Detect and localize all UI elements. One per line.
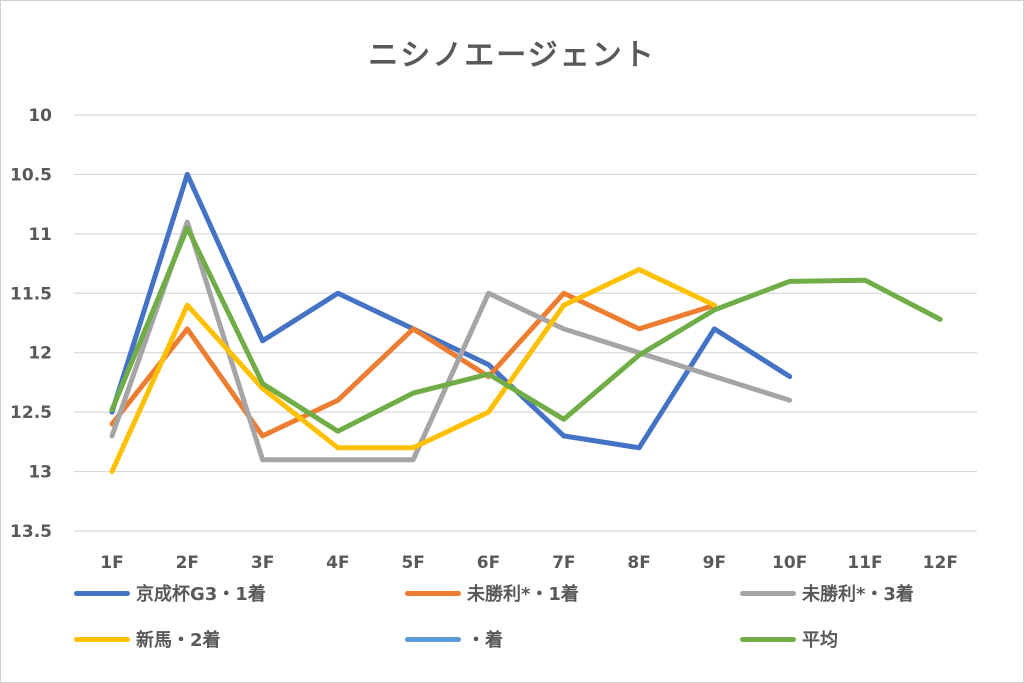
- legend-label: 平均: [802, 630, 838, 651]
- legend-item-0: 京成杯G3・1着: [74, 580, 266, 606]
- y-tick-label: 13: [28, 463, 52, 483]
- x-tick-label: 3F: [251, 553, 274, 573]
- y-tick-label: 12: [28, 344, 52, 364]
- chart-title: ニシノエージェント: [368, 38, 656, 73]
- y-tick-label: 10: [28, 106, 52, 126]
- legend-swatch: [740, 590, 796, 596]
- legend-swatch: [740, 636, 796, 642]
- x-tick-label: 5F: [401, 553, 424, 573]
- x-tick-label: 4F: [326, 553, 349, 573]
- legend-label: 未勝利*・3着: [802, 584, 914, 605]
- x-tick-label: 12F: [923, 553, 958, 573]
- x-tick-label: 2F: [176, 553, 199, 573]
- x-tick-label: 1F: [100, 553, 123, 573]
- series-line-1: [109, 290, 717, 439]
- legend-item-1: 未勝利*・1着: [405, 580, 579, 606]
- legend-swatch: [74, 636, 130, 642]
- legend-label: 新馬・2着: [136, 630, 221, 651]
- legend-label: 未勝利*・1着: [467, 584, 579, 605]
- legend-swatch: [74, 590, 130, 596]
- y-tick-label: 10.5: [10, 165, 52, 185]
- legend-item-4: ・着: [405, 626, 503, 652]
- y-tick-label: 12.5: [10, 403, 52, 423]
- legend-label: ・着: [467, 630, 503, 651]
- y-tick-label: 11: [28, 225, 52, 245]
- series-line-2: [109, 219, 793, 463]
- x-tick-label: 8F: [627, 553, 650, 573]
- x-tick-label: 10F: [772, 553, 807, 573]
- series-line-3: [109, 267, 717, 475]
- legend-item-3: 新馬・2着: [74, 626, 221, 652]
- x-tick-label: 11F: [847, 553, 882, 573]
- x-tick-label: 9F: [703, 553, 726, 573]
- x-tick-label: 7F: [552, 553, 575, 573]
- series-line-5: [109, 225, 943, 434]
- series-line-0: [109, 171, 793, 451]
- x-tick-label: 6F: [477, 553, 500, 573]
- legend-label: 京成杯G3・1着: [136, 584, 266, 605]
- y-tick-label: 11.5: [10, 284, 52, 304]
- legend-swatch: [405, 590, 461, 596]
- legend-item-2: 未勝利*・3着: [740, 580, 914, 606]
- legend-item-5: 平均: [740, 626, 838, 652]
- legend-swatch: [405, 636, 461, 642]
- y-tick-label: 13.5: [10, 522, 52, 542]
